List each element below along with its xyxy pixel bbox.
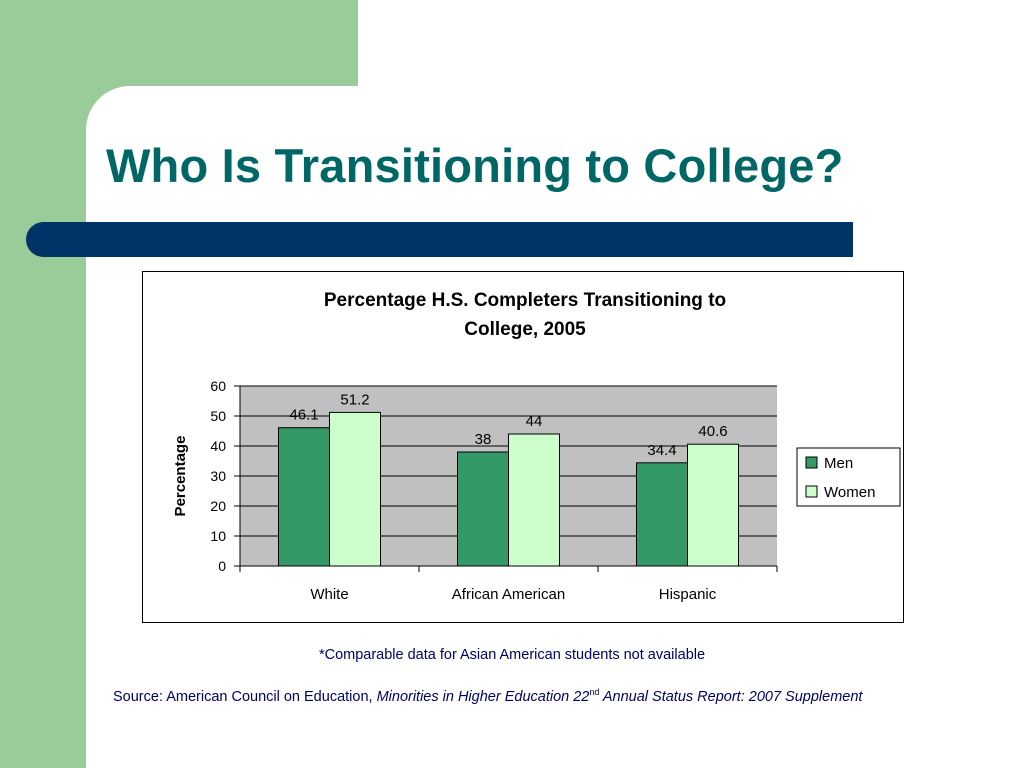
legend-label-men: Men bbox=[824, 455, 853, 472]
x-tick-label: Hispanic bbox=[659, 586, 717, 603]
bar-women bbox=[508, 433, 560, 567]
chart-legend: Men Women bbox=[796, 447, 901, 507]
source-title-rest: Annual Status Report: 2007 Supplement bbox=[599, 689, 863, 705]
data-label: 40.6 bbox=[698, 423, 727, 440]
bar-women bbox=[329, 411, 381, 567]
data-label: 38 bbox=[475, 431, 492, 448]
source-citation: Source: American Council on Education, M… bbox=[113, 687, 933, 708]
y-tick-label: 0 bbox=[218, 558, 226, 574]
slide-title: Who Is Transitioning to College? bbox=[106, 139, 844, 192]
data-label: 44 bbox=[526, 413, 543, 430]
y-tick-label: 50 bbox=[210, 408, 226, 424]
footnote: *Comparable data for Asian American stud… bbox=[318, 647, 706, 663]
legend-swatch-women bbox=[805, 485, 818, 498]
y-tick-label: 30 bbox=[210, 468, 226, 484]
chart-title-line-1: Percentage H.S. Completers Transitioning… bbox=[324, 290, 726, 311]
bar-men bbox=[457, 451, 509, 567]
plot-area: 0 10 20 30 40 50 60 46.1 51.2 White 38 44 African Am… bbox=[210, 378, 778, 603]
green-side-strip bbox=[0, 0, 86, 768]
data-label: 51.2 bbox=[340, 391, 369, 408]
data-label: 34.4 bbox=[647, 442, 676, 459]
y-tick-label: 10 bbox=[210, 528, 226, 544]
y-tick-label: 60 bbox=[210, 378, 226, 394]
source-title: Minorities in Higher Education 22 bbox=[376, 689, 590, 705]
bar-women bbox=[687, 443, 739, 567]
y-axis-label: Percentage bbox=[172, 436, 189, 517]
source-superscript: nd bbox=[589, 687, 600, 698]
y-tick-label: 20 bbox=[210, 498, 226, 514]
legend-label-women: Women bbox=[824, 484, 875, 501]
title-underline-bar bbox=[26, 222, 853, 257]
source-prefix: Source: American Council on Education, bbox=[113, 689, 377, 705]
x-tick-label: African American bbox=[452, 586, 565, 603]
chart-title-line-2: College, 2005 bbox=[464, 319, 586, 340]
legend-swatch-men bbox=[805, 456, 818, 469]
x-tick-label: White bbox=[310, 586, 348, 603]
bar-chart: Percentage H.S. Completers Transitioning… bbox=[172, 290, 901, 603]
y-tick-label: 40 bbox=[210, 438, 226, 454]
bar-men bbox=[636, 462, 688, 567]
data-label: 46.1 bbox=[289, 407, 318, 424]
bar-men bbox=[278, 427, 330, 567]
chart-frame: Percentage H.S. Completers Transitioning… bbox=[142, 271, 904, 623]
